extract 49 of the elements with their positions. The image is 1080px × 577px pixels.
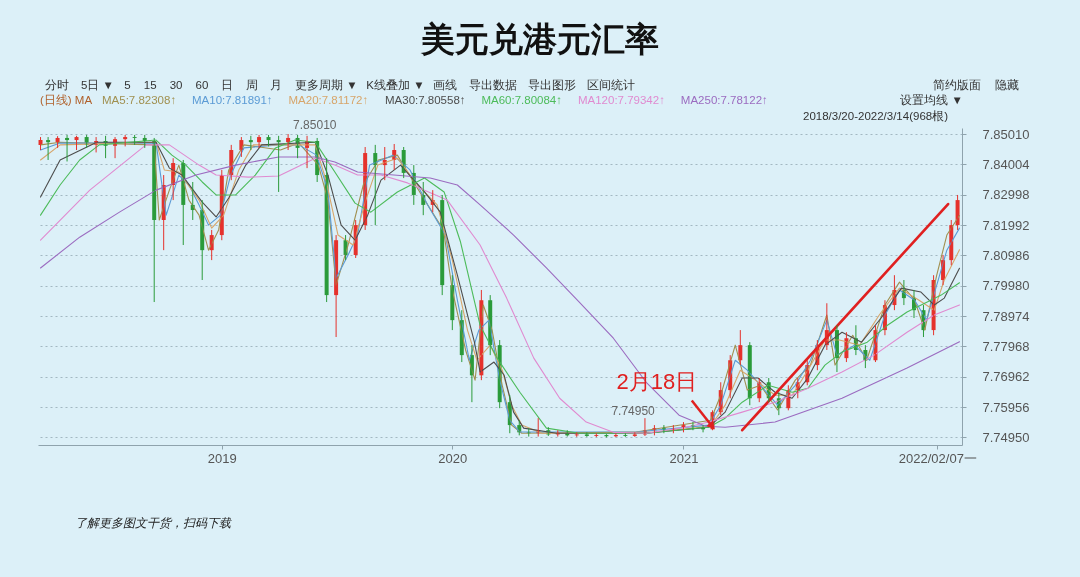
y-tick-label: 7.84004	[982, 156, 1030, 172]
y-tick-label: 7.74950	[982, 429, 1030, 445]
y-tick-label: 7.81992	[982, 217, 1030, 233]
candlestick	[632, 431, 637, 438]
x-tick-label: 2021	[669, 450, 699, 466]
text: 15	[143, 79, 157, 91]
text: 隐藏	[995, 79, 1019, 91]
annotation: 7.85010	[293, 118, 337, 133]
text: 月	[270, 79, 283, 91]
text: MA250:7.78122↑	[680, 94, 768, 106]
text: 60	[195, 79, 209, 91]
text: 导出数据	[468, 79, 517, 91]
text: MA120:7.79342↑	[577, 94, 665, 106]
y-tick-label: 7.75956	[982, 399, 1030, 415]
x-tick-label: 2019	[207, 450, 237, 466]
text: K线叠加 ▼	[366, 79, 425, 91]
text: MA20:7.81172↑	[288, 94, 369, 106]
text: 2018/3/20-2022/3/14(968根)	[803, 110, 949, 122]
annotation: 2月18日	[616, 369, 698, 395]
x-tick-label: 2020	[438, 450, 468, 466]
text: 周	[245, 79, 258, 91]
text: 了解更多图文干货，扫码下载	[75, 516, 232, 530]
text: 设置均线 ▼	[900, 94, 963, 106]
chart-title: 美元兑港元汇率	[420, 20, 659, 58]
legend-title: (日线) MA	[40, 94, 93, 106]
text: 5	[124, 79, 131, 91]
text: MA30:7.80558↑	[384, 94, 466, 106]
text: 30	[169, 79, 183, 91]
y-tick-label: 7.76962	[982, 369, 1030, 385]
y-tick-label: 7.78974	[982, 308, 1030, 324]
text: MA10:7.81891↑	[192, 94, 273, 106]
text: 简约版面	[933, 79, 981, 91]
y-tick-label: 7.77968	[982, 338, 1030, 354]
candlestick	[584, 431, 589, 438]
text: 画线	[432, 79, 457, 91]
text: 导出图形	[527, 79, 576, 91]
text: 分时	[45, 79, 69, 91]
text: MA5:7.82308↑	[101, 94, 177, 106]
text: MA60:7.80084↑	[481, 94, 563, 106]
text: 日	[221, 79, 234, 91]
y-tick-label: 7.82998	[982, 187, 1030, 203]
text: 5日 ▼	[81, 79, 114, 91]
text: 更多周期 ▼	[294, 79, 358, 91]
x-tick-label: 2022/02/07一	[898, 450, 977, 466]
y-tick-label: 7.80986	[982, 247, 1030, 263]
annotation: 7.74950	[611, 404, 656, 419]
text: 区间统计	[586, 78, 635, 91]
y-tick-label: 7.79980	[982, 278, 1030, 294]
y-tick-label: 7.85010	[982, 126, 1030, 142]
